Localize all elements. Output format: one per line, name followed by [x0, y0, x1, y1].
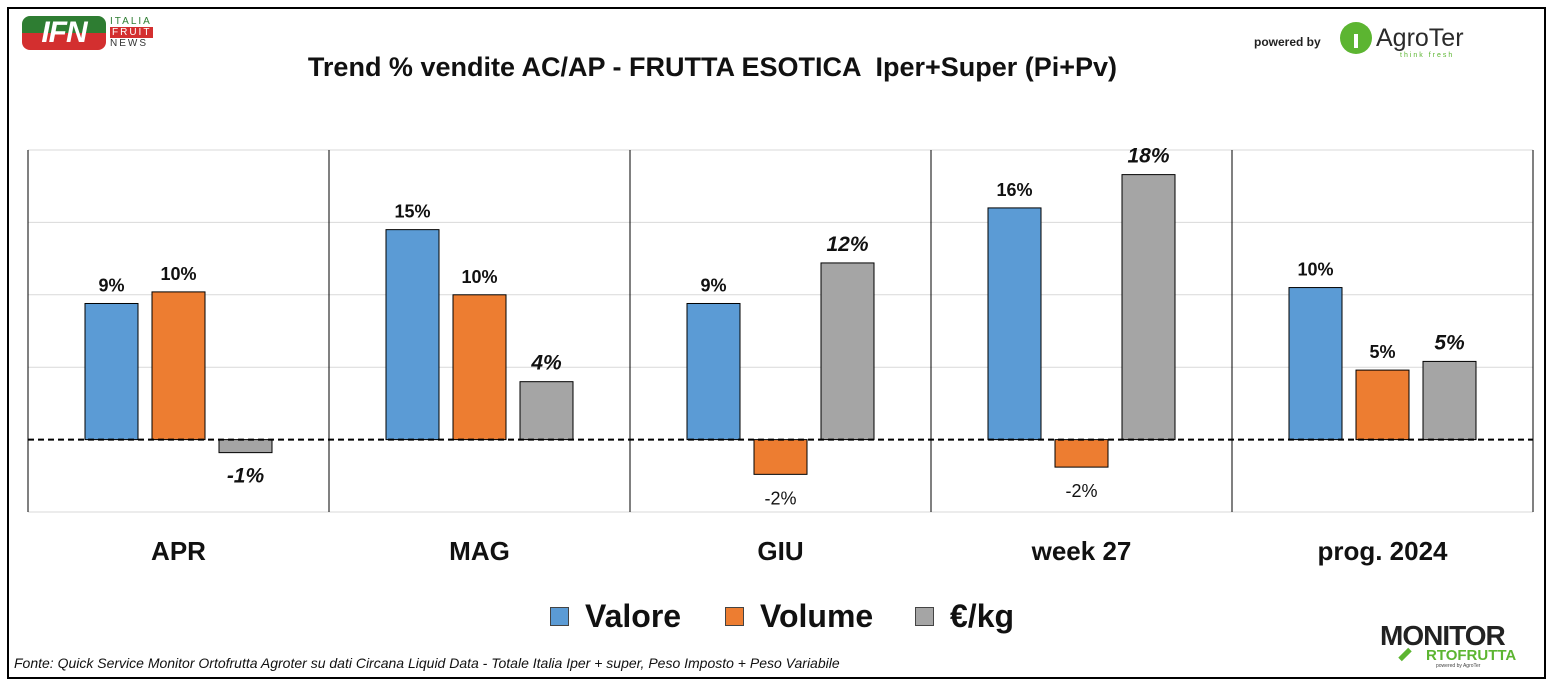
bar-valore [987, 207, 1042, 441]
legend-item-eurkg: €/kg [915, 596, 1014, 636]
legend-swatch-volume [725, 606, 744, 626]
ifn-logo: IFN ITALIA FRUIT NEWS [22, 16, 167, 54]
bar-valore [1288, 287, 1343, 441]
ifn-logo-text: IFN [41, 16, 87, 49]
bar-volume [753, 439, 808, 475]
category-label: GIU [757, 536, 804, 566]
legend-label-volume: Volume [760, 598, 874, 634]
legend-label-valore: Valore [585, 598, 682, 634]
data-label-eurkg: -1% [227, 465, 265, 488]
category-dividers [27, 150, 1534, 512]
ifn-logo-news: NEWS [110, 38, 148, 49]
bars [84, 174, 1477, 475]
category-label: week 27 [1031, 536, 1132, 566]
legend-swatch-valore [550, 606, 569, 626]
data-label-valore: 9% [98, 275, 124, 295]
data-label-volume: 10% [160, 264, 196, 284]
data-label-valore: 10% [1297, 260, 1333, 280]
bar-valore [84, 302, 139, 441]
powered-by-label: powered by [1254, 35, 1321, 49]
data-label-valore: 9% [700, 275, 726, 295]
legend-item-valore: Valore [550, 596, 681, 636]
category-label: prog. 2024 [1317, 536, 1448, 566]
monitor-logo-powered: powered by AgroTer [1436, 663, 1481, 669]
data-label-volume: 5% [1369, 342, 1395, 362]
monitor-logo-sub: RTOFRUTTA [1426, 647, 1517, 664]
bar-volume [151, 291, 206, 441]
bar-eurkg [820, 262, 875, 441]
ifn-logo-mark: IFN [22, 16, 106, 50]
data-label-volume: -2% [764, 488, 796, 508]
category-label: APR [151, 536, 206, 566]
data-label-eurkg: 4% [530, 352, 562, 375]
legend-label-eurkg: €/kg [950, 598, 1015, 634]
data-label-volume: 10% [461, 267, 497, 287]
data-label-eurkg: 12% [826, 233, 868, 256]
source-note: Fonte: Quick Service Monitor Ortofrutta … [14, 655, 840, 671]
category-label: MAG [449, 536, 510, 566]
data-label-eurkg: 18% [1127, 145, 1169, 168]
agroter-logo-tagline: think fresh [1400, 52, 1455, 59]
bar-eurkg [1121, 174, 1176, 441]
gridlines [28, 149, 1533, 513]
legend-item-volume: Volume [725, 596, 873, 636]
monitor-logo-word: MONITOR [1380, 620, 1506, 651]
agroter-logo-name: AgroTer [1376, 24, 1464, 52]
data-labels: 9% 10% -1% 15% 10% 4% 9% -2% 12% 16% -2% 18% 10% 5% 5% [98, 145, 1465, 509]
legend: Valore Volume €/kg [0, 596, 1555, 636]
agroter-logo: AgroTer think fresh [1340, 22, 1470, 62]
bar-volume [1054, 439, 1109, 468]
bar-eurkg [519, 381, 574, 441]
chart-title: Trend % vendite AC/AP - FRUTTA ESOTICA I… [307, 52, 1118, 82]
ifn-logo-words: ITALIA FRUIT NEWS [110, 16, 154, 49]
bar-valore [686, 302, 741, 441]
chart-frame [7, 7, 1546, 679]
tree-icon [1340, 22, 1372, 54]
legend-swatch-eurkg [915, 606, 934, 626]
bar-volume [452, 294, 507, 441]
ifn-logo-fruit: FRUIT [110, 27, 154, 38]
data-label-valore: 16% [996, 180, 1032, 200]
data-label-volume: -2% [1065, 481, 1097, 501]
data-label-eurkg: 5% [1434, 331, 1465, 354]
bar-eurkg [1422, 360, 1477, 441]
bar-volume [1355, 369, 1410, 441]
ifn-logo-italia: ITALIA [110, 16, 152, 27]
monitor-ortofrutta-logo: MONITOR RTOFRUTTA powered by AgroTer [1380, 620, 1540, 670]
bar-valore [385, 229, 440, 441]
bar-eurkg [218, 439, 273, 454]
data-label-valore: 15% [394, 202, 430, 222]
